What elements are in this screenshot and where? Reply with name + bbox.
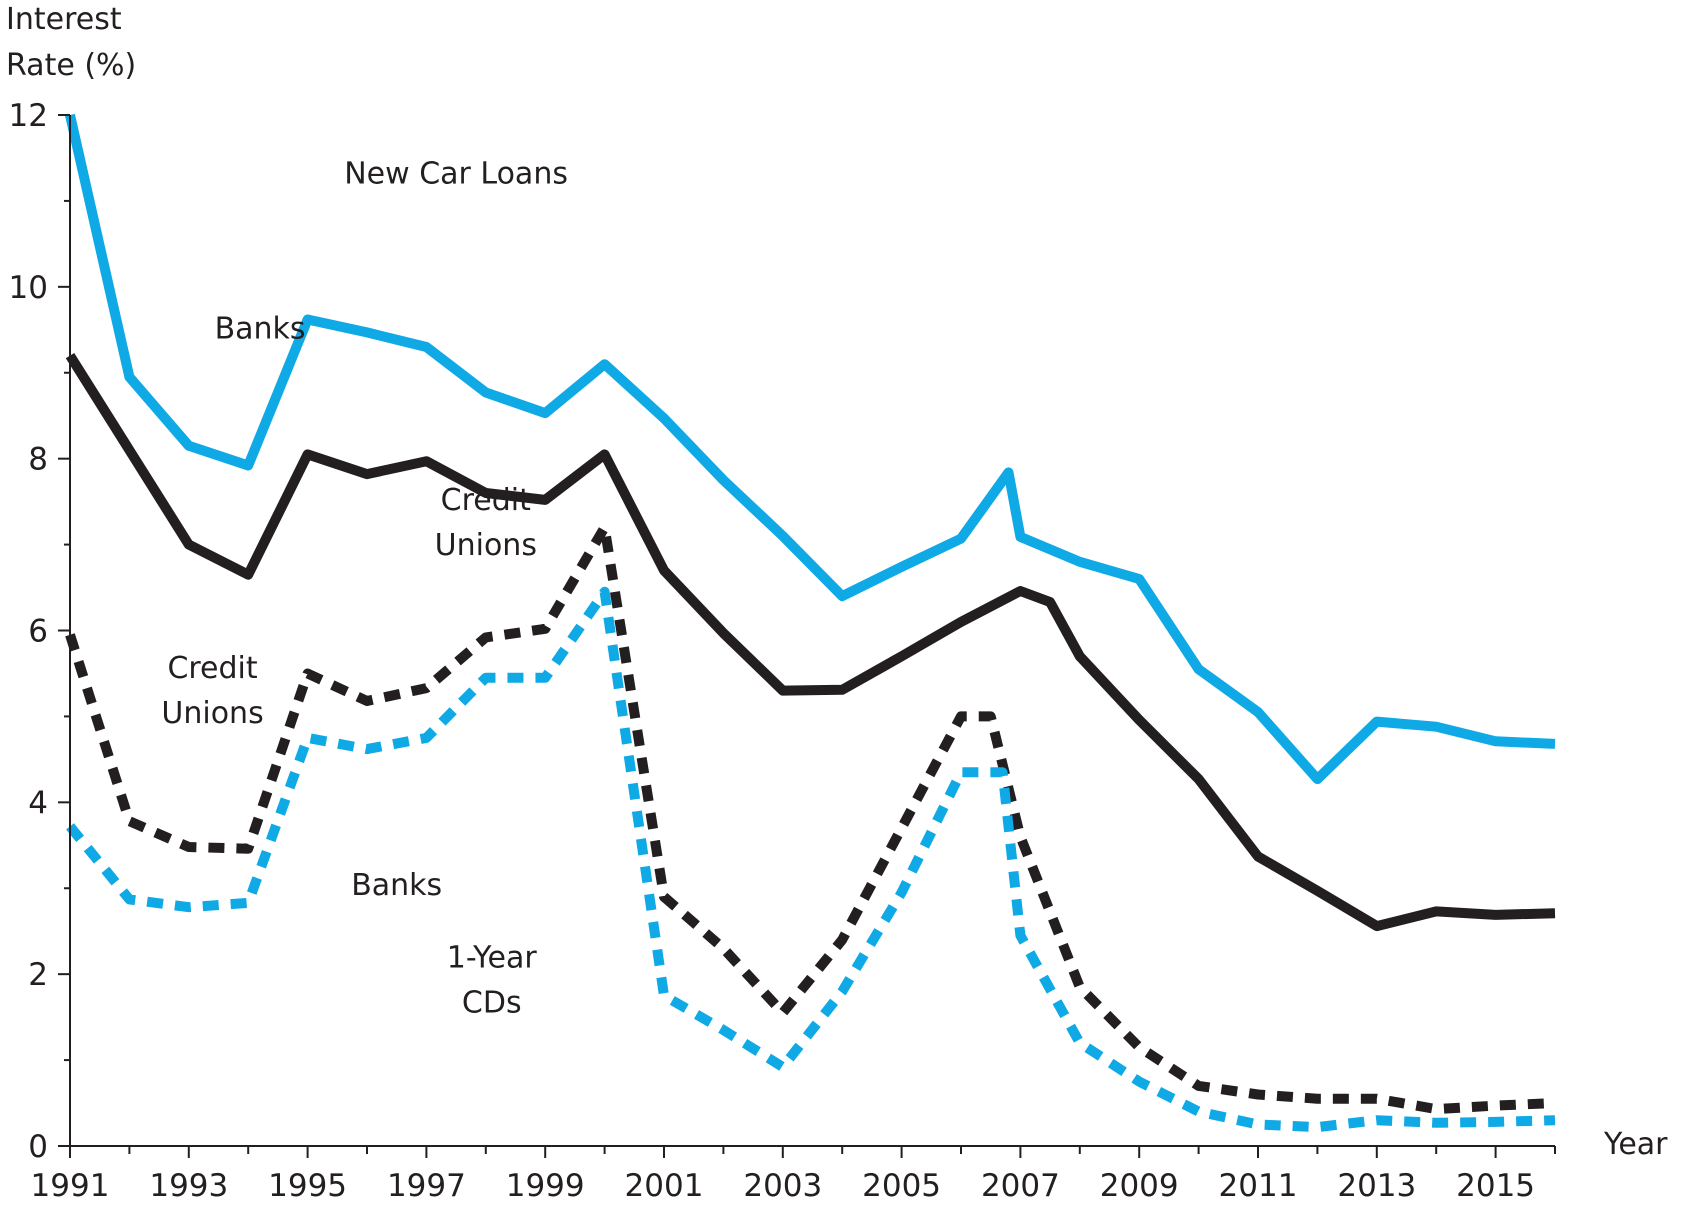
annotation-one-year-cds: 1-Year	[447, 940, 538, 975]
x-axis-title: Year	[1603, 1127, 1668, 1162]
x-tick-label: 2007	[981, 1168, 1060, 1204]
series-line-car-solid-1	[65, 113, 1556, 785]
x-tick-label: 2009	[1100, 1168, 1179, 1204]
annotation-car-credit-unions: Credit	[441, 483, 531, 518]
x-tick-label: 2013	[1337, 1168, 1416, 1204]
annotations-group: New Car Loans Banks Credit Unions Credit Unio…	[161, 157, 568, 1021]
x-tick-label: 2015	[1456, 1168, 1535, 1204]
series-line-car-solid-2	[65, 352, 1556, 932]
y-tick-label: 6	[28, 614, 48, 650]
x-tick-label: 2001	[625, 1168, 704, 1204]
series-line-cd-dashed-4	[66, 586, 1556, 1133]
x-tick-label: 2005	[862, 1168, 941, 1204]
x-tick-label: 1993	[149, 1168, 228, 1204]
y-tick-label: 0	[28, 1129, 48, 1165]
annotation-car-credit-unions: Unions	[435, 528, 537, 563]
annotation-cd-banks: Banks	[351, 868, 442, 903]
x-tick-label: 1997	[387, 1168, 466, 1204]
annotation-cd-credit-unions: Credit	[167, 651, 257, 686]
y-tick-label: 8	[28, 442, 48, 478]
y-axis-title: Interest Rate (%)	[6, 2, 136, 83]
annotation-car-banks: Banks	[215, 311, 306, 346]
y-tick-label: 10	[9, 270, 48, 306]
series-group	[65, 113, 1556, 1133]
x-tick-label: 1999	[506, 1168, 585, 1204]
axes-group	[69, 115, 1555, 1147]
x-tick-label: 2003	[743, 1168, 822, 1204]
x-tick-label: 1991	[31, 1168, 110, 1204]
ticks-group: 0 2 4 6 8 10 12 1991 1993 1995 1997 1999 2001 2003 200…	[9, 98, 1556, 1204]
y-tick-label: 12	[9, 98, 48, 134]
annotation-one-year-cds: CDs	[462, 985, 522, 1020]
annotation-new-car-loans: New Car Loans	[344, 157, 568, 192]
series-line-cd-dashed-3	[65, 522, 1556, 1115]
y-tick-label: 4	[28, 785, 48, 821]
y-axis-title-line: Interest	[6, 2, 122, 37]
y-tick-label: 2	[28, 957, 48, 993]
y-axis-title-line: Rate (%)	[6, 48, 136, 83]
x-tick-label: 1995	[268, 1168, 347, 1204]
annotation-cd-credit-unions: Unions	[161, 696, 263, 731]
x-tick-label: 2011	[1219, 1168, 1298, 1204]
